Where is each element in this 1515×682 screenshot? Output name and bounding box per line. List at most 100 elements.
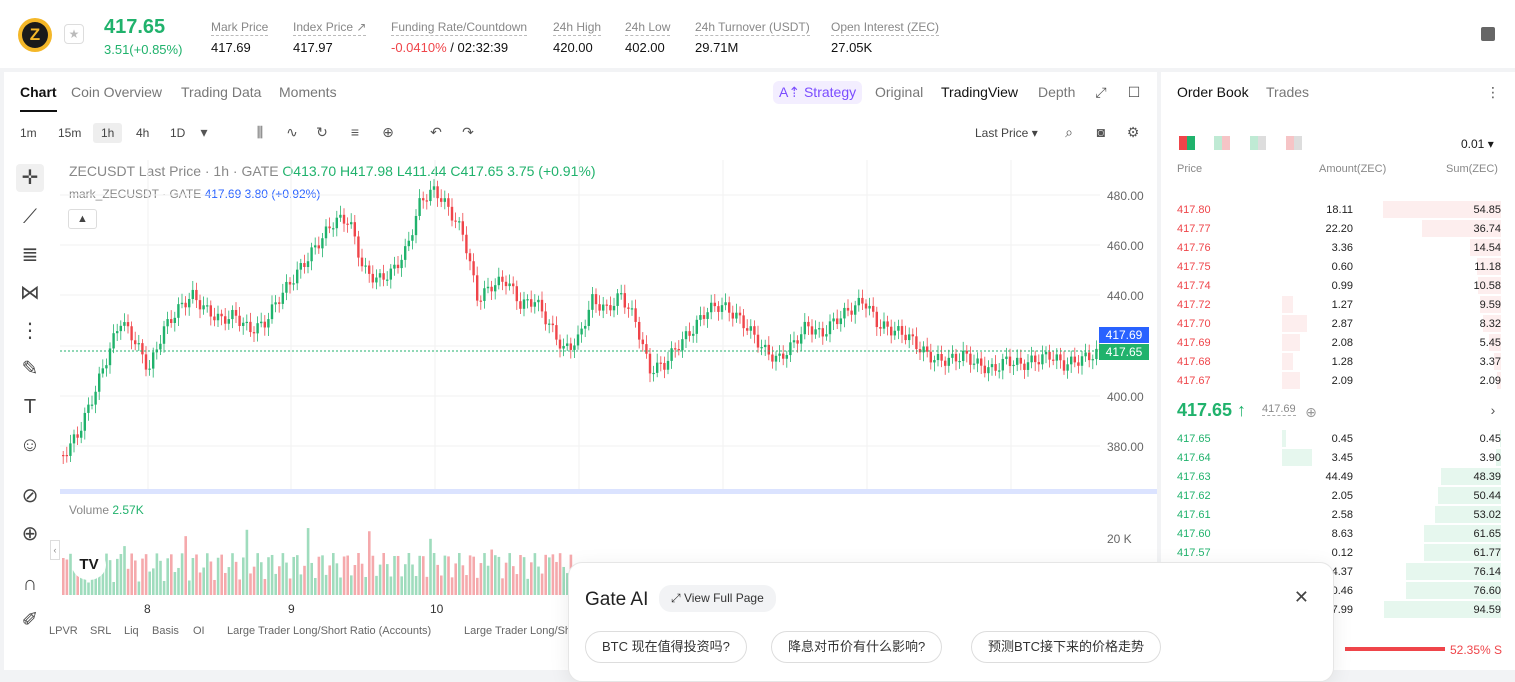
candlestick-chart[interactable] [60, 160, 1100, 490]
ai-chip[interactable]: 预测BTC接下来的价格走势 [971, 631, 1162, 663]
stat-funding: Funding Rate/Countdown -0.0410% / 02:32:3… [391, 20, 528, 55]
tab-liq[interactable]: Liq [124, 625, 139, 637]
book-mode-asks-icon[interactable] [1286, 136, 1302, 150]
lock-draw-icon[interactable]: ✐ [21, 609, 39, 631]
stat-open-interest: Open Interest (ZEC) 27.05K [831, 20, 940, 55]
redo-icon[interactable]: ↷ [462, 124, 474, 140]
precision-select[interactable]: 0.01 ▾ [1461, 137, 1494, 151]
caret-down-icon[interactable]: ▾ [200, 124, 208, 140]
ask-row[interactable]: 417.77 22.20 36.74 [1162, 219, 1515, 238]
tf-4h[interactable]: 4h [136, 126, 150, 140]
pattern-icon[interactable]: ⋈ [20, 282, 40, 304]
tab-tradingview[interactable]: TradingView [941, 84, 1019, 100]
bid-row[interactable]: 417.63 44.49 48.39 [1162, 467, 1515, 486]
price-type-select[interactable]: Last Price ▾ [975, 126, 1038, 140]
tf-1m[interactable]: 1m [20, 126, 37, 140]
bid-row[interactable]: 417.60 8.63 61.65 [1162, 524, 1515, 543]
book-icon[interactable] [1481, 27, 1495, 41]
ask-row[interactable]: 417.76 3.36 14.54 [1162, 238, 1515, 257]
ask-row[interactable]: 417.80 18.11 54.85 [1162, 200, 1515, 219]
template-icon[interactable]: ≡ [350, 124, 360, 140]
mark-price-label: 417.69 [1099, 327, 1149, 343]
magnet-icon[interactable]: ∩ [22, 573, 38, 595]
search-icon[interactable]: ⌕ [1065, 124, 1073, 140]
tab-srl[interactable]: SRL [90, 625, 112, 637]
tab-depth[interactable]: Depth [1038, 84, 1076, 100]
chevron-right-icon[interactable]: › [1490, 402, 1496, 418]
window-icon[interactable]: ☐ [1127, 84, 1141, 100]
bid-row[interactable]: 0.46 76.60 [1162, 581, 1515, 600]
book-mode-split-icon[interactable] [1214, 136, 1230, 150]
tf-1h[interactable]: 1h [93, 123, 123, 143]
ask-row[interactable]: 417.75 0.60 11.18 [1162, 257, 1515, 276]
expand-icon[interactable]: ⤢ [1095, 84, 1107, 100]
ask-row[interactable]: 417.72 1.27 9.59 [1162, 295, 1515, 314]
tab-coin-overview[interactable]: Coin Overview [71, 84, 163, 100]
tf-15m[interactable]: 15m [58, 126, 82, 140]
tab-chart[interactable]: Chart [20, 84, 57, 112]
tab-moments[interactable]: Moments [279, 84, 337, 100]
ai-chip[interactable]: BTC 现在值得投资吗? [585, 631, 747, 663]
tab-trading-data[interactable]: Trading Data [181, 84, 262, 100]
tab-oi[interactable]: OI [193, 625, 205, 637]
brush-icon[interactable]: ✎ [21, 358, 39, 380]
y-tick: 480.00 [1107, 189, 1144, 203]
zoom-in-icon[interactable]: ⊕ [21, 523, 39, 545]
replay-icon[interactable]: ↻ [316, 124, 328, 140]
prediction-icon[interactable]: ⋮ [20, 320, 40, 342]
tab-order-book[interactable]: Order Book [1177, 84, 1249, 100]
price-change: 3.51(+0.85%) [104, 42, 183, 57]
last-price: 417.65 [104, 16, 166, 38]
more-icon[interactable]: ⋮ [1486, 84, 1500, 100]
stat-index-price[interactable]: Index Price ↗ 417.97 [293, 20, 367, 55]
ask-row[interactable]: 417.67 2.09 2.09 [1162, 371, 1515, 390]
book-mode-bids-icon[interactable] [1250, 136, 1266, 150]
ruler-icon[interactable]: ⊘ [21, 485, 39, 507]
bid-row[interactable]: 417.62 2.05 50.44 [1162, 486, 1515, 505]
stat-24h-high: 24h High 420.00 [553, 20, 602, 55]
tab-lpvr[interactable]: LPVR [49, 625, 78, 637]
bid-row[interactable]: 417.57 0.12 61.77 [1162, 543, 1515, 562]
undo-icon[interactable]: ↶ [430, 124, 442, 140]
bid-row[interactable]: 417.64 3.45 3.90 [1162, 448, 1515, 467]
ask-row[interactable]: 417.69 2.08 5.45 [1162, 333, 1515, 352]
ask-row[interactable]: 417.74 0.99 10.58 [1162, 276, 1515, 295]
tab-trades[interactable]: Trades [1266, 84, 1310, 100]
mark-legend: mark_ZECUSDT · GATE 417.69 3.80 (+0.92%) [69, 187, 321, 201]
tab-ls-positions[interactable]: Large Trader Long/Sh [464, 625, 572, 637]
add-indicator-icon[interactable]: ⊕ [382, 124, 394, 140]
candle-type-icon[interactable]: ⫼ [256, 124, 264, 140]
crosshair-icon[interactable]: ✛ [16, 164, 44, 192]
ai-chip[interactable]: 降息对币价有什么影响? [771, 631, 943, 663]
collapse-legend-button[interactable]: ▲ [68, 209, 97, 229]
x-tick: 9 [288, 602, 295, 616]
ratio-text: 52.35% S [1450, 643, 1503, 657]
tab-original[interactable]: Original [875, 84, 924, 100]
star-icon[interactable]: ★ [64, 24, 84, 44]
scroll-left-handle[interactable]: ‹ [50, 540, 60, 560]
emoji-icon[interactable]: ☺ [19, 434, 41, 456]
ticker-bar: Z ★ 417.65 3.51(+0.85%) Mark Price 417.69… [0, 0, 1515, 68]
fib-icon[interactable]: ≣ [21, 244, 39, 266]
header-sum: Sum(ZEC) [1446, 163, 1498, 175]
tf-1d[interactable]: 1D [170, 126, 186, 140]
tab-ls-accounts[interactable]: Large Trader Long/Short Ratio (Accounts) [227, 625, 432, 637]
ask-row[interactable]: 417.70 2.87 8.32 [1162, 314, 1515, 333]
close-icon[interactable]: ✕ [1293, 587, 1309, 607]
pane-divider[interactable] [60, 489, 1157, 494]
mid-price: 417.65 ↑ [1177, 400, 1247, 420]
bid-row[interactable]: 417.65 0.45 0.45 [1162, 429, 1515, 448]
mid-mark-price: 417.69 [1262, 403, 1296, 416]
strategy-button[interactable]: A⇡ Strategy [773, 81, 863, 104]
ask-row[interactable]: 417.68 1.28 3.37 [1162, 352, 1515, 371]
indicator-icon[interactable]: ∿ [286, 124, 298, 140]
camera-icon[interactable]: ◙ [1096, 124, 1106, 140]
book-mode-both-icon[interactable] [1179, 136, 1195, 150]
gear-icon[interactable]: ⚙ [1126, 124, 1140, 140]
trendline-icon[interactable]: ⟋ [23, 206, 37, 228]
tab-basis[interactable]: Basis [152, 625, 179, 637]
text-icon[interactable]: T [23, 396, 37, 418]
bid-row[interactable]: 417.61 2.58 53.02 [1162, 505, 1515, 524]
view-full-page-button[interactable]: ⤢ View Full Page [659, 585, 776, 612]
info-icon[interactable]: ⊕ [1305, 404, 1317, 420]
